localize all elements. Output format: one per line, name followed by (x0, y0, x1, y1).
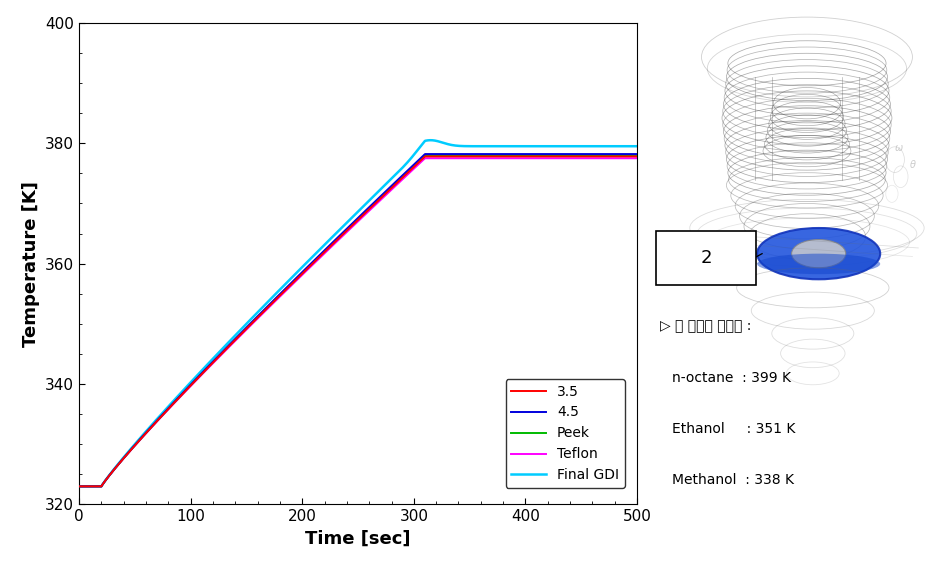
Final GDI (425, 137, 436, 144)
3.5 (73, 483, 85, 490)
3.5 (631, 153, 643, 160)
Teflon (631, 155, 643, 162)
4.5 (330, 236, 341, 243)
4.5 (616, 150, 627, 157)
Line: 4.5: 4.5 (79, 154, 637, 486)
Final GDI (631, 143, 643, 150)
Teflon (544, 155, 555, 162)
Text: 2: 2 (700, 249, 711, 267)
X-axis label: Time [sec]: Time [sec] (305, 530, 411, 548)
3.5 (102, 474, 113, 481)
Text: n-octane  : 399 K: n-octane : 399 K (672, 370, 791, 385)
Line: Final GDI: Final GDI (79, 140, 637, 486)
Teflon (345, 225, 356, 232)
FancyBboxPatch shape (656, 231, 756, 285)
Text: Ethanol     : 351 K: Ethanol : 351 K (672, 422, 795, 436)
Final GDI (102, 474, 113, 481)
Ellipse shape (757, 228, 880, 279)
Peek (345, 223, 356, 230)
Peek (330, 237, 341, 244)
4.5 (345, 222, 356, 229)
Peek (73, 483, 85, 490)
3.5 (616, 153, 627, 160)
Teflon (73, 483, 85, 490)
Peek (631, 152, 643, 158)
Teflon (616, 155, 627, 162)
Final GDI (513, 143, 525, 150)
Ellipse shape (757, 254, 880, 274)
4.5 (73, 483, 85, 490)
4.5 (631, 150, 643, 157)
Peek (534, 152, 545, 158)
4.5 (102, 474, 113, 481)
Final GDI (73, 483, 85, 490)
3.5 (429, 153, 440, 160)
3.5 (345, 224, 356, 231)
Final GDI (616, 143, 627, 150)
Final GDI (616, 143, 627, 150)
Line: Peek: Peek (79, 155, 637, 486)
3.5 (616, 153, 627, 160)
Line: Teflon: Teflon (79, 158, 637, 486)
Ellipse shape (791, 239, 845, 268)
Line: 3.5: 3.5 (79, 156, 637, 486)
Final GDI (345, 215, 356, 222)
4.5 (424, 150, 435, 157)
Teflon (616, 155, 627, 162)
Teflon (330, 239, 341, 246)
Peek (616, 152, 627, 158)
3.5 (513, 153, 525, 160)
Text: Methanol  : 338 K: Methanol : 338 K (672, 473, 794, 487)
3.5 (330, 238, 341, 245)
Text: ▷ 각 연료의 끓는점 :: ▷ 각 연료의 끓는점 : (660, 319, 751, 333)
Text: θ: θ (910, 160, 915, 170)
Peek (512, 152, 524, 158)
Y-axis label: Temperature [K]: Temperature [K] (21, 181, 39, 347)
Teflon (512, 155, 524, 162)
Text: ω: ω (895, 143, 903, 153)
4.5 (513, 150, 525, 157)
Final GDI (330, 230, 341, 237)
Peek (616, 152, 627, 158)
4.5 (616, 150, 627, 157)
Peek (102, 474, 113, 481)
Teflon (102, 474, 113, 481)
Legend: 3.5, 4.5, Peek, Teflon, Final GDI: 3.5, 4.5, Peek, Teflon, Final GDI (506, 379, 625, 488)
